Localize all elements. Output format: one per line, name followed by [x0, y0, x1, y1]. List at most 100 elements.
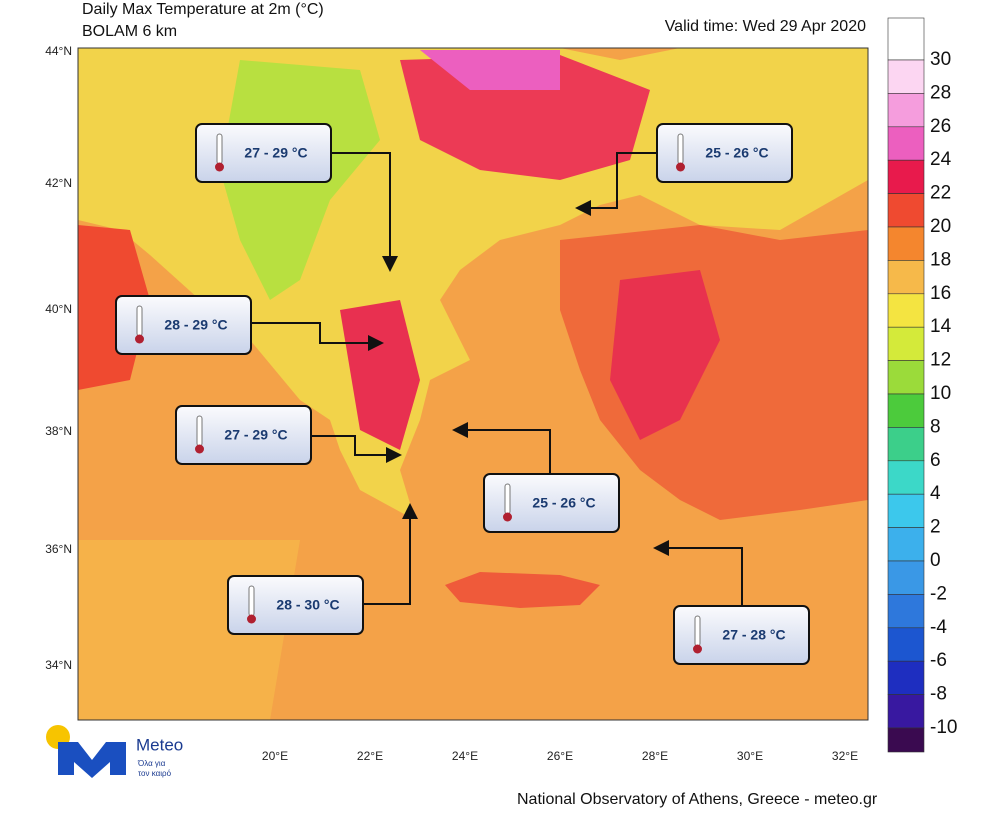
thermometer [248, 585, 255, 617]
colorbar-cell [887, 326, 925, 361]
colorbar-label: 0 [930, 550, 941, 571]
callout-box [227, 575, 364, 635]
colorbar-cell [887, 59, 925, 94]
logo: Meteo Όλα για τον καιρό [46, 725, 183, 778]
callout-box [483, 473, 620, 533]
colorbar-cell [887, 493, 925, 528]
colorbar-label: 12 [930, 350, 951, 371]
lat-label: 38°N [45, 424, 72, 438]
thermometer [694, 615, 701, 647]
colorbar-label: 20 [930, 216, 951, 237]
colorbar-label: 18 [930, 249, 951, 270]
thermometer-bulb [693, 644, 702, 654]
lon-label: 24°E [452, 749, 478, 763]
colorbar-label: -8 [930, 684, 947, 705]
callout-label: 28 - 30 °C [276, 597, 339, 613]
colorbar-label: -6 [930, 650, 947, 671]
thermometer-bulb [215, 162, 224, 172]
crete [445, 572, 600, 608]
callout-arrow [252, 322, 384, 351]
lat-label: 44°N [45, 44, 72, 58]
lon-label: 26°E [547, 749, 573, 763]
title: Daily Max Temperature at 2m (°C) [82, 1, 324, 18]
callout-label: 25 - 26 °C [705, 145, 768, 161]
lat-label: 42°N [45, 176, 72, 190]
colorbar-cell [887, 594, 925, 629]
thermometer-bulb [247, 614, 256, 624]
callout-arrow [575, 152, 657, 216]
colorbar-label: 4 [930, 483, 941, 504]
lon-label: 20°E [262, 749, 288, 763]
callout-arrow [330, 152, 398, 272]
logo-tagline: τον καιρό [138, 769, 172, 778]
logo-name: Meteo [136, 735, 183, 754]
colorbar-cell [887, 226, 925, 261]
colorbar-cell [887, 260, 925, 295]
colorbar-label: -10 [930, 717, 957, 738]
callout-box [673, 605, 810, 665]
colorbar-cell [887, 126, 925, 161]
callout-arrow [363, 503, 418, 605]
colorbar-cell [887, 17, 925, 61]
callout-label: 28 - 29 °C [164, 317, 227, 333]
thermometer-bulb [135, 334, 144, 344]
colorbar-cell [887, 627, 925, 662]
lon-label: 22°E [357, 749, 383, 763]
colorbar-cell [887, 460, 925, 495]
colorbar-label: 24 [930, 149, 952, 170]
colorbar-cell [887, 527, 925, 562]
thermometer [136, 305, 143, 337]
lon-label: 28°E [642, 749, 668, 763]
callout-arrow [310, 435, 402, 463]
callout-box [175, 405, 312, 465]
colorbar-label: 16 [930, 283, 951, 304]
logo-tagline: Όλα για [137, 759, 166, 768]
colorbar-label: 6 [930, 450, 941, 471]
colorbar-cell [887, 293, 925, 328]
colorbar-label: -4 [930, 617, 947, 638]
hot-area [400, 55, 650, 180]
thermometer [504, 483, 511, 515]
callout-box [656, 123, 793, 183]
colorbar-label: 14 [930, 316, 952, 337]
colorbar-label: 22 [930, 183, 951, 204]
callout-arrow [452, 422, 551, 474]
callout-label: 27 - 29 °C [224, 427, 287, 443]
colorbar-label: 28 [930, 82, 951, 103]
frame [77, 47, 869, 721]
callouts: 27 - 29 °C 25 - 26 °C 28 - 29 °C 27 - 29 °C… [115, 123, 810, 665]
callout-label: 27 - 28 °C [722, 627, 785, 643]
colorbar-label: 2 [930, 517, 941, 538]
lon-label: 32°E [832, 749, 858, 763]
lat-label: 36°N [45, 542, 72, 556]
colorbar-cell [887, 660, 925, 695]
logo-mark [58, 742, 126, 778]
thermometer [677, 133, 684, 165]
colorbar-label: -2 [930, 583, 947, 604]
colorbar-label: 10 [930, 383, 951, 404]
colorbar-label: 26 [930, 116, 951, 137]
subtitle: BOLAM 6 km [82, 23, 177, 40]
callout-box [115, 295, 252, 355]
callout-label: 25 - 26 °C [532, 495, 595, 511]
thermometer-bulb [676, 162, 685, 172]
hot-area [610, 270, 720, 440]
footer: National Observatory of Athens, Greece -… [517, 791, 878, 808]
lat-label: 40°N [45, 302, 72, 316]
thermometer [216, 133, 223, 165]
colorbar-cell [887, 360, 925, 395]
colorbar-cell [887, 393, 925, 428]
hot-area [340, 300, 420, 450]
valid-time: Valid time: Wed 29 Apr 2020 [665, 18, 866, 35]
colorbar-cell [887, 560, 925, 595]
callout-box [195, 123, 332, 183]
callout-label: 27 - 29 °C [244, 145, 307, 161]
thermometer [196, 415, 203, 447]
colorbar-cell [887, 727, 925, 753]
colorbar-label: 30 [930, 49, 951, 70]
colorbar-cell [887, 93, 925, 128]
lon-label: 30°E [737, 749, 763, 763]
thermometer-bulb [195, 444, 204, 454]
